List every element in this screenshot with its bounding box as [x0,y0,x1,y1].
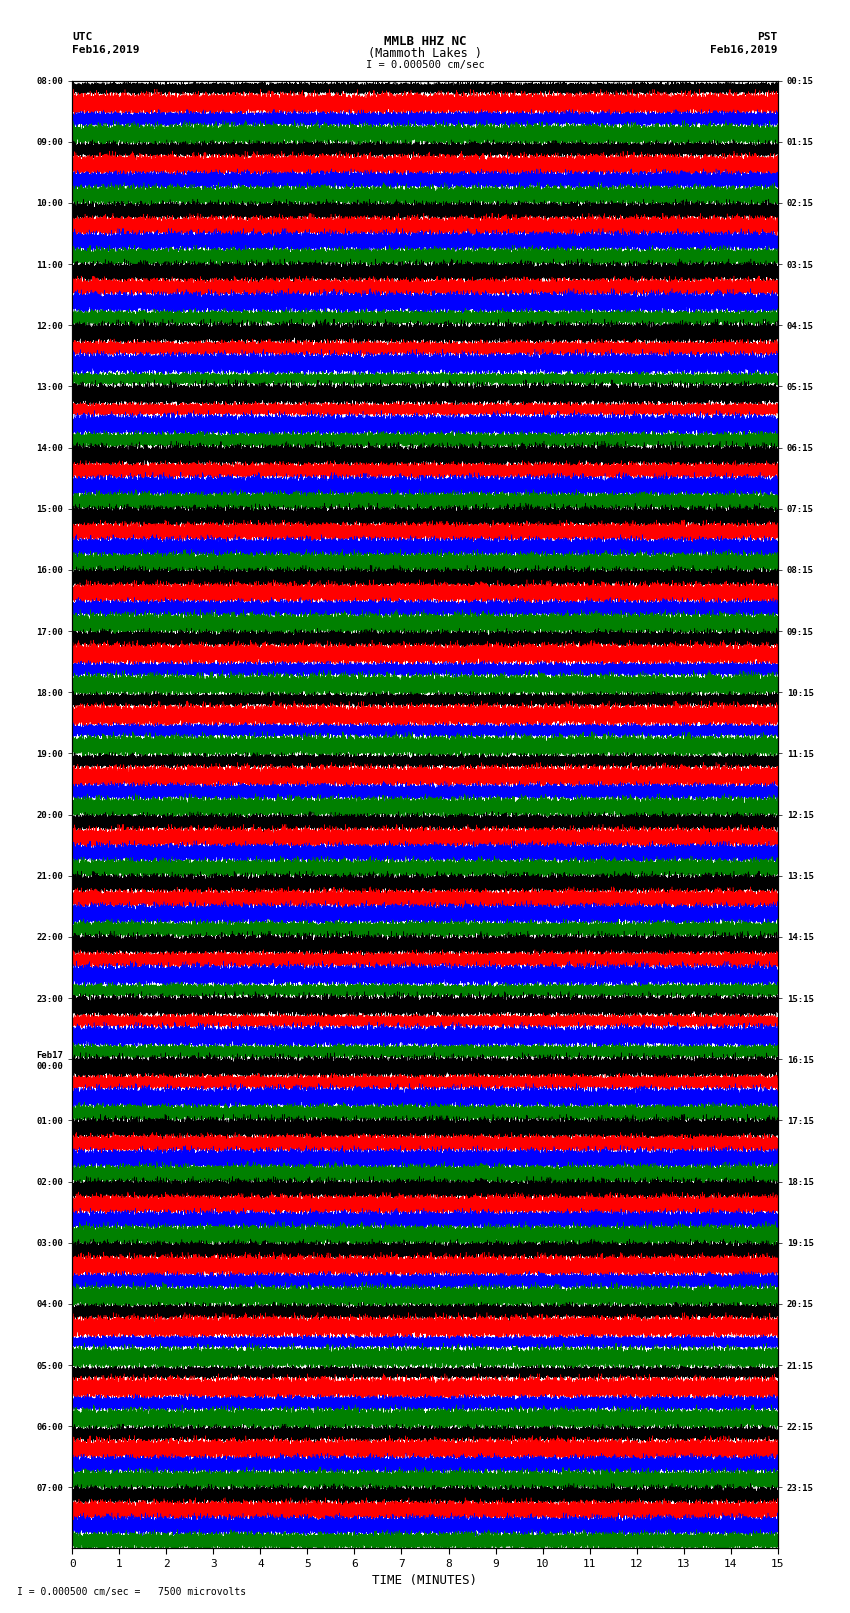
Text: PST: PST [757,32,778,42]
Text: (Mammoth Lakes ): (Mammoth Lakes ) [368,47,482,60]
Text: MMLB HHZ NC: MMLB HHZ NC [383,35,467,48]
Text: I = 0.000500 cm/sec =   7500 microvolts: I = 0.000500 cm/sec = 7500 microvolts [17,1587,246,1597]
Text: I = 0.000500 cm/sec: I = 0.000500 cm/sec [366,60,484,69]
Text: Feb16,2019: Feb16,2019 [711,45,778,55]
Text: Feb16,2019: Feb16,2019 [72,45,139,55]
X-axis label: TIME (MINUTES): TIME (MINUTES) [372,1574,478,1587]
Text: UTC: UTC [72,32,93,42]
